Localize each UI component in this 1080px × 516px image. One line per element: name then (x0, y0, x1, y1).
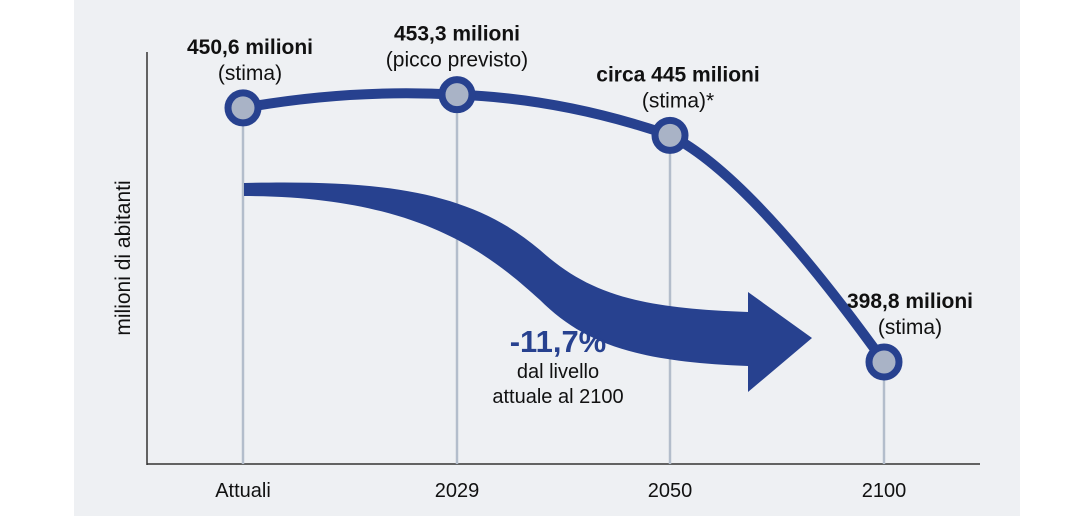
x-tick-4: 2100 (862, 480, 907, 502)
point-label-sub-1: (stima) (218, 62, 282, 85)
y-axis-label: milioni di abitanti (112, 180, 135, 335)
point-label-title-1: 450,6 milioni (187, 36, 313, 59)
point-label-sub-3: (stima)* (642, 89, 714, 112)
decline-percentage: -11,7% (510, 324, 607, 359)
point-label-sub-2: (picco previsto) (386, 49, 528, 72)
x-tick-2: 2029 (435, 480, 480, 502)
point-label-title-4: 398,8 milioni (847, 290, 973, 313)
data-point-3 (651, 116, 689, 154)
point-label-title-2: 453,3 milioni (394, 23, 520, 46)
point-label-sub-4: (stima) (878, 316, 942, 339)
data-point-2 (438, 76, 476, 114)
decline-note-line2: attuale al 2100 (492, 386, 623, 408)
x-tick-1: Attuali (215, 480, 271, 502)
point-label-title-3: circa 445 milioni (596, 63, 759, 86)
x-tick-3: 2050 (648, 480, 693, 502)
data-point-1 (224, 89, 262, 127)
series-line (238, 88, 889, 367)
decline-note-line1: dal livello (517, 361, 599, 383)
decline-arrow (244, 182, 812, 392)
data-point-4 (865, 343, 903, 381)
